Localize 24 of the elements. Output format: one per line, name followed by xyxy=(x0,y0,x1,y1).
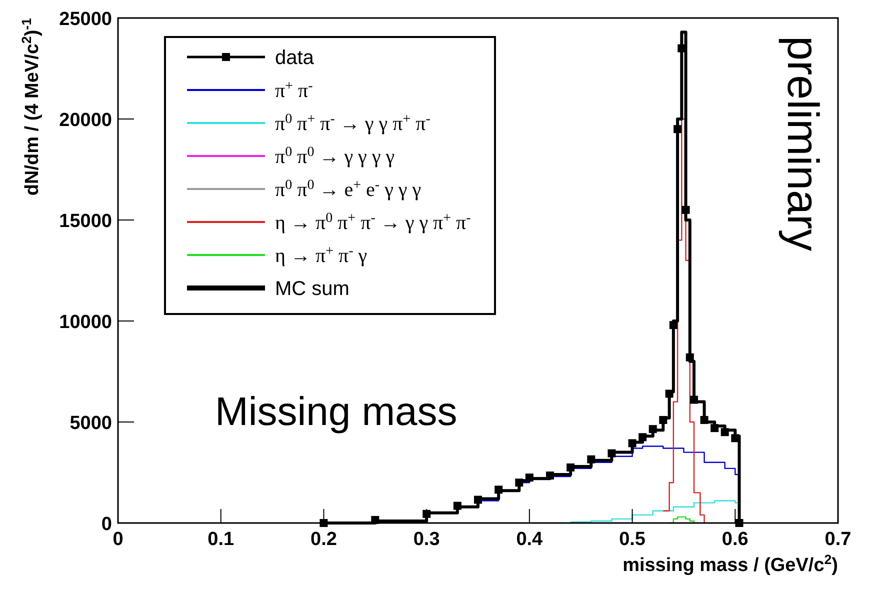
text: π$^{0}$ π$^{0}$ → e$^{+}$ e$^{-}$ γ γ γ xyxy=(275,178,422,201)
legend-label: π$^{0}$ π$^{0}$ → γ γ γ γ xyxy=(275,144,395,168)
legend-label: η → π$^{+}$ π$^{-}$ γ xyxy=(275,244,368,267)
y-tick-label: 25000 xyxy=(59,9,112,30)
y-tick-label: 0 xyxy=(101,514,112,535)
y-tick-label: 15000 xyxy=(59,211,112,232)
y-tick-label: 10000 xyxy=(59,312,112,333)
x-tick-label: 0.7 xyxy=(824,529,852,550)
x-tick-label: 0.2 xyxy=(310,529,337,550)
text: π$^{0}$ π$^{+}$ π$^{-}$ → γ γ π$^{+}$ π$^{-}$ xyxy=(275,112,430,135)
x-tick-label: 0.5 xyxy=(619,529,646,550)
x-tick-label: 0.6 xyxy=(722,529,748,550)
y-tick-label: 5000 xyxy=(70,413,112,434)
x-axis-title: missing mass / (GeV/c$^{2}$) xyxy=(622,552,838,576)
legend-label: data xyxy=(275,47,315,69)
text: η → π$^{0}$ π$^{+}$ π$^{-}$ → γ γ π$^{+}$ π$^{-}$ xyxy=(275,210,471,234)
annotation: preliminary xyxy=(778,36,827,252)
legend-label: MC sum xyxy=(275,278,350,300)
x-tick-label: 0.3 xyxy=(413,529,440,550)
y-tick-label: 20000 xyxy=(59,110,112,131)
x-tick-label: 0.4 xyxy=(516,529,544,550)
x-tick-label: 0.1 xyxy=(208,529,234,550)
annotation: Missing mass xyxy=(215,390,458,434)
legend-label: π$^{+}$ π$^{-}$ xyxy=(275,78,314,102)
